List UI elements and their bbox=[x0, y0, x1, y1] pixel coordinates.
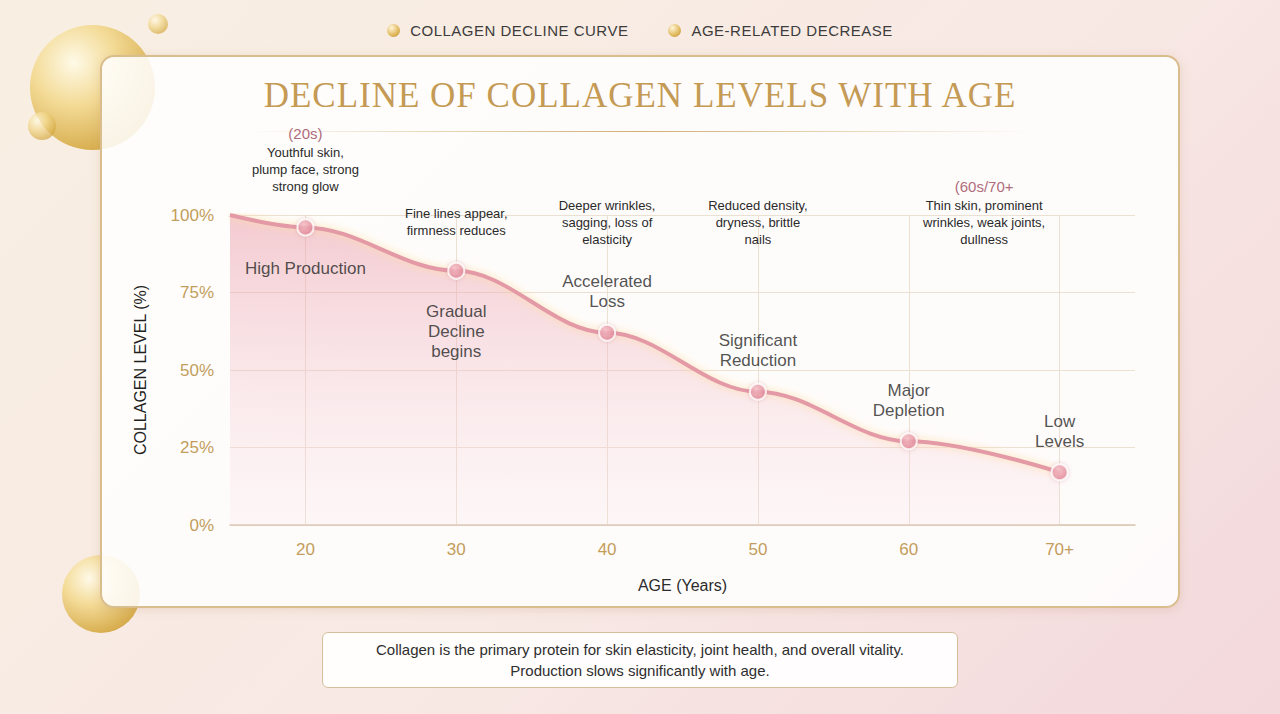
svg-text:AGE (Years): AGE (Years) bbox=[638, 577, 727, 594]
svg-text:begins: begins bbox=[431, 342, 481, 361]
svg-text:Decline: Decline bbox=[428, 322, 485, 341]
svg-text:Gradual: Gradual bbox=[426, 302, 486, 321]
svg-text:40: 40 bbox=[598, 540, 617, 559]
svg-text:dullness: dullness bbox=[960, 232, 1008, 247]
svg-text:nails: nails bbox=[745, 232, 772, 247]
svg-text:Thin skin, prominent: Thin skin, prominent bbox=[926, 198, 1043, 213]
svg-text:Youthful skin,: Youthful skin, bbox=[267, 145, 344, 160]
svg-text:Low: Low bbox=[1044, 412, 1076, 431]
svg-text:COLLAGEN LEVEL (%): COLLAGEN LEVEL (%) bbox=[132, 285, 149, 455]
html-text:Collagen is the primary protei: Collagen is the primary protein for skin… bbox=[376, 641, 904, 658]
svg-text:Reduced density,: Reduced density, bbox=[708, 198, 808, 213]
svg-text:Levels: Levels bbox=[1035, 432, 1084, 451]
svg-text:plump face, strong: plump face, strong bbox=[252, 162, 359, 177]
svg-text:elasticity: elasticity bbox=[582, 232, 632, 247]
svg-text:20: 20 bbox=[296, 540, 315, 559]
html-text:Production slows significantly: Production slows significantly with age. bbox=[510, 662, 770, 679]
svg-text:Major: Major bbox=[887, 381, 930, 400]
svg-text:50%: 50% bbox=[180, 361, 214, 380]
html-text:AGE-RELATED DECREASE: AGE-RELATED DECREASE bbox=[691, 22, 893, 39]
svg-text:wrinkles, weak joints,: wrinkles, weak joints, bbox=[922, 215, 1045, 230]
svg-text:70+: 70+ bbox=[1045, 540, 1074, 559]
svg-text:(20s): (20s) bbox=[288, 125, 322, 142]
svg-text:(60s/70+: (60s/70+ bbox=[955, 178, 1014, 195]
svg-text:0%: 0% bbox=[189, 516, 214, 535]
svg-text:25%: 25% bbox=[180, 438, 214, 457]
svg-text:High Production: High Production bbox=[245, 259, 366, 278]
svg-text:strong glow: strong glow bbox=[272, 179, 339, 194]
svg-text:50: 50 bbox=[748, 540, 767, 559]
svg-text:Fine lines appear,: Fine lines appear, bbox=[405, 206, 508, 221]
svg-text:Depletion: Depletion bbox=[873, 401, 945, 420]
svg-text:Deeper wrinkles,: Deeper wrinkles, bbox=[559, 198, 656, 213]
svg-text:Significant: Significant bbox=[719, 331, 798, 350]
svg-text:30: 30 bbox=[447, 540, 466, 559]
svg-text:Accelerated: Accelerated bbox=[562, 272, 652, 291]
svg-text:dryness, brittle: dryness, brittle bbox=[716, 215, 801, 230]
svg-text:100%: 100% bbox=[171, 206, 214, 225]
svg-text:60: 60 bbox=[899, 540, 918, 559]
svg-text:firmness reduces: firmness reduces bbox=[407, 223, 506, 238]
svg-text:75%: 75% bbox=[180, 283, 214, 302]
svg-text:sagging, loss of: sagging, loss of bbox=[562, 215, 653, 230]
svg-text:Loss: Loss bbox=[589, 292, 625, 311]
html-text:DECLINE OF COLLAGEN LEVELS WIT: DECLINE OF COLLAGEN LEVELS WITH AGE bbox=[263, 76, 1017, 115]
html-text:COLLAGEN DECLINE CURVE: COLLAGEN DECLINE CURVE bbox=[410, 22, 629, 39]
svg-text:Reduction: Reduction bbox=[720, 351, 797, 370]
